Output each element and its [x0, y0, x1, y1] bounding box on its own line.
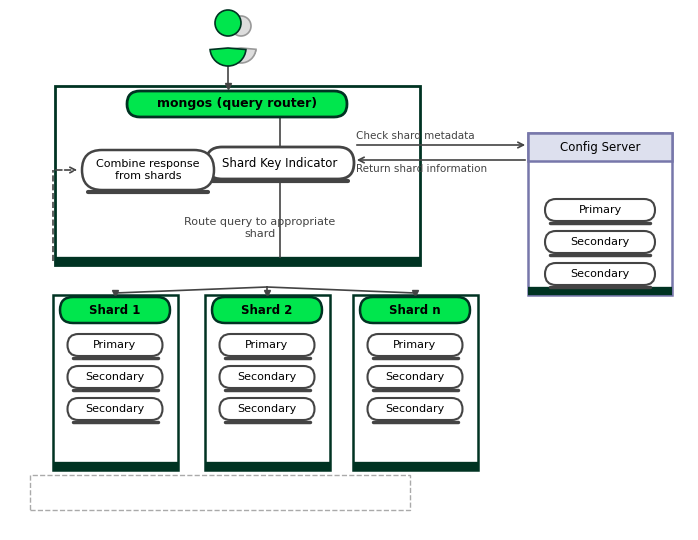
FancyBboxPatch shape: [219, 398, 315, 420]
FancyBboxPatch shape: [205, 295, 329, 470]
FancyBboxPatch shape: [545, 263, 655, 285]
FancyBboxPatch shape: [127, 91, 347, 117]
Text: Shard n: Shard n: [389, 303, 441, 316]
FancyBboxPatch shape: [545, 231, 655, 253]
FancyBboxPatch shape: [352, 295, 477, 470]
FancyBboxPatch shape: [528, 133, 672, 295]
Text: Route query to appropriate
shard: Route query to appropriate shard: [184, 217, 336, 239]
FancyBboxPatch shape: [60, 297, 170, 323]
Circle shape: [215, 10, 241, 36]
Text: Primary: Primary: [94, 340, 137, 350]
Text: Primary: Primary: [246, 340, 289, 350]
Text: Primary: Primary: [579, 205, 622, 215]
Text: Primary: Primary: [394, 340, 437, 350]
FancyBboxPatch shape: [219, 334, 315, 356]
FancyBboxPatch shape: [545, 199, 655, 221]
FancyBboxPatch shape: [55, 86, 420, 265]
Text: Check shard metadata: Check shard metadata: [356, 131, 475, 141]
Text: mongos (query router): mongos (query router): [157, 98, 317, 111]
FancyBboxPatch shape: [52, 295, 177, 470]
Wedge shape: [226, 48, 256, 63]
FancyBboxPatch shape: [212, 297, 322, 323]
Text: Secondary: Secondary: [237, 404, 297, 414]
FancyBboxPatch shape: [360, 297, 470, 323]
FancyBboxPatch shape: [68, 398, 163, 420]
FancyBboxPatch shape: [219, 366, 315, 388]
Text: Secondary: Secondary: [237, 372, 297, 382]
FancyBboxPatch shape: [68, 366, 163, 388]
Text: Return shard information: Return shard information: [356, 164, 487, 174]
Text: Combine response
from shards: Combine response from shards: [96, 159, 200, 181]
Text: Secondary: Secondary: [385, 404, 445, 414]
FancyBboxPatch shape: [68, 334, 163, 356]
Text: Shard 2: Shard 2: [242, 303, 292, 316]
FancyBboxPatch shape: [368, 398, 463, 420]
Text: Secondary: Secondary: [570, 269, 630, 279]
FancyBboxPatch shape: [206, 147, 354, 179]
Text: Config Server: Config Server: [560, 140, 640, 153]
Text: Shard 1: Shard 1: [89, 303, 141, 316]
FancyBboxPatch shape: [528, 133, 672, 161]
Text: Shard Key Indicator: Shard Key Indicator: [222, 157, 338, 170]
FancyBboxPatch shape: [368, 334, 463, 356]
FancyBboxPatch shape: [82, 150, 214, 190]
Text: Secondary: Secondary: [385, 372, 445, 382]
Text: Secondary: Secondary: [85, 404, 144, 414]
Text: Secondary: Secondary: [85, 372, 144, 382]
Circle shape: [231, 16, 251, 36]
Text: Secondary: Secondary: [570, 237, 630, 247]
FancyBboxPatch shape: [368, 366, 463, 388]
Wedge shape: [210, 48, 246, 66]
